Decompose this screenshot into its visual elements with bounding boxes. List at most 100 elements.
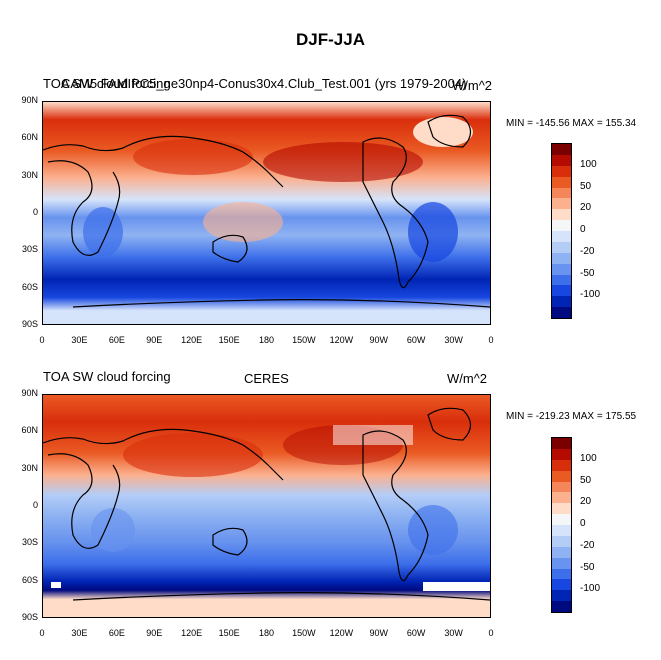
lat-tick-label: 60S	[21, 281, 38, 292]
colorbar-label: 50	[580, 474, 592, 486]
lat-tick-label: 60N	[21, 132, 38, 143]
lon-tick-label: 30W	[444, 335, 463, 345]
colorbar-box	[552, 459, 571, 471]
colorbar-label: -20	[580, 539, 595, 551]
lon-tick-label: 120E	[181, 628, 203, 638]
lon-tick-label: 30E	[71, 628, 88, 638]
colorbar-label: 20	[580, 202, 592, 214]
lat-tick-label: 30N	[21, 462, 38, 473]
figure-title: DJF-JJA	[296, 30, 365, 49]
lon-tick-label: 150E	[218, 335, 240, 345]
colorbar-label: 100	[580, 452, 597, 464]
lon-tick-label: 60E	[108, 628, 125, 638]
colorbar-label: 50	[580, 180, 592, 192]
lon-tick-label: 30E	[71, 335, 88, 345]
lon-tick-label: 150W	[292, 335, 316, 345]
lat-tick-label: 90S	[21, 612, 38, 622]
colorbar-box	[552, 307, 571, 318]
colorbar-model	[551, 143, 572, 319]
colorbar-box	[552, 514, 571, 525]
map-ceres-field	[43, 395, 490, 617]
colorbar-box	[552, 546, 571, 558]
lat-tick-label: 0	[32, 207, 38, 217]
lon-tick-label: 90E	[146, 335, 163, 345]
lat-tick-label: 60S	[21, 574, 38, 585]
lon-tick-label: 90W	[369, 335, 389, 345]
colorbar-box	[552, 198, 571, 210]
lon-tick-label: 30W	[444, 628, 463, 638]
lat-tick-label: 0	[32, 500, 38, 510]
lat-tick-label: 60N	[21, 425, 38, 436]
panel-left-title: TOA SW cloud forcing	[43, 369, 171, 384]
lon-tick-label: 0	[488, 335, 494, 345]
colorbar-box	[552, 579, 571, 591]
colorbar-box	[552, 209, 571, 221]
colorbar-label: 100	[580, 158, 597, 170]
lat-tick-label: 90N	[21, 388, 38, 398]
colorbar-label: 0	[580, 224, 586, 235]
panel-units: W/m^2	[452, 78, 493, 93]
colorbar-box	[552, 220, 571, 231]
colorbar-label: 20	[580, 496, 592, 508]
colorbar-box	[552, 144, 571, 155]
lat-tick-label: 90S	[21, 319, 38, 329]
panel-left-subtitle: CAM5 FAMIPC5_ne30np4-Conus30x4.Club_Test…	[61, 76, 467, 91]
colorbar-ceres	[551, 437, 572, 613]
colorbar-box	[552, 154, 571, 166]
lon-tick-label: 0	[39, 628, 45, 638]
lon-tick-label: 0	[488, 628, 494, 638]
map-ceres	[42, 394, 491, 618]
lon-tick-label: 180	[258, 335, 275, 345]
colorbar-box	[552, 481, 571, 493]
colorbar-box	[552, 285, 571, 297]
colorbar-box	[552, 241, 571, 253]
lon-tick-label: 120W	[329, 628, 354, 638]
colorbar-label: -100	[580, 289, 601, 301]
lon-tick-label: 150E	[218, 628, 240, 638]
panel-units: W/m^2	[447, 371, 488, 386]
lat-tick-label: 30S	[21, 244, 38, 255]
colorbar-box	[552, 263, 571, 275]
lon-tick-label: 60E	[108, 335, 125, 345]
colorbar-box	[552, 176, 571, 188]
panel-center-title: CERES	[244, 371, 289, 386]
lon-tick-label: 90E	[146, 628, 163, 638]
colorbar-box	[552, 231, 571, 242]
lon-tick-label: 60W	[406, 335, 426, 345]
map-model-field	[43, 102, 490, 324]
map-model	[42, 101, 491, 325]
colorbar-label: -50	[580, 267, 595, 279]
lon-tick-label: 180	[258, 628, 275, 638]
colorbar-box	[552, 187, 571, 199]
colorbar-label: -100	[580, 583, 601, 595]
colorbar-box	[552, 535, 571, 547]
lon-tick-label: 120E	[181, 335, 203, 345]
colorbar-box	[552, 590, 571, 602]
colorbar-label: -50	[580, 561, 595, 573]
colorbar-box	[552, 525, 571, 536]
lon-tick-label: 150W	[292, 628, 316, 638]
lat-tick-label: 30N	[21, 169, 38, 180]
lon-tick-label: 90W	[369, 628, 389, 638]
colorbar-box	[552, 165, 571, 177]
colorbar-box	[552, 470, 571, 482]
colorbar-box	[552, 448, 571, 460]
panel-left-title: TOA SW cloud forcing	[43, 76, 171, 91]
colorbar-box	[552, 503, 571, 515]
lon-tick-label: 60W	[406, 628, 426, 638]
colorbar-box	[552, 274, 571, 286]
colorbar-box	[552, 557, 571, 569]
lat-tick-label: 30S	[21, 537, 38, 548]
colorbar-box	[552, 296, 571, 308]
colorbar-box	[552, 438, 571, 449]
colorbar-box	[552, 252, 571, 264]
lon-tick-label: 0	[39, 335, 45, 345]
lat-tick-label: 90N	[21, 95, 38, 105]
colorbar-label: -20	[580, 245, 595, 257]
colorbar-box	[552, 601, 571, 612]
lon-tick-label: 120W	[329, 335, 354, 345]
colorbar-box	[552, 492, 571, 504]
panel-min-max: MIN = -219.23 MAX = 175.55	[506, 411, 637, 422]
colorbar-label: 0	[580, 518, 586, 529]
colorbar-box	[552, 568, 571, 580]
